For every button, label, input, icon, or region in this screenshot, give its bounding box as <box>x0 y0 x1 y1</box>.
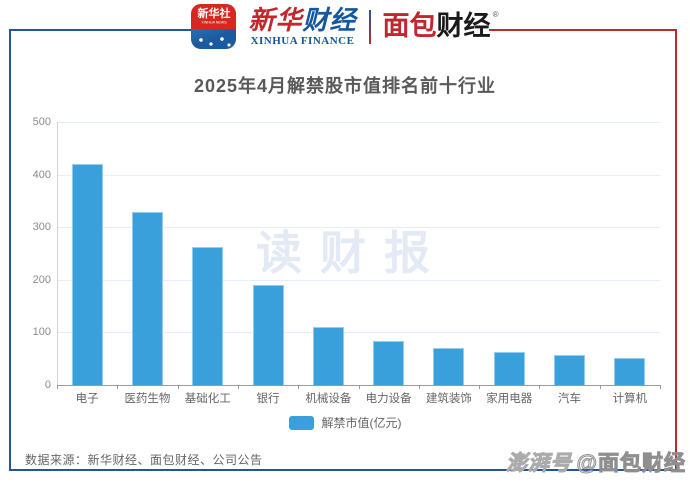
frame-border-top-left <box>9 29 214 31</box>
xinhua-news-app-icon: 新华社 XINHUA NEWS <box>191 4 237 49</box>
xinhua-news-app-band: 新华社 XINHUA NEWS <box>191 4 237 29</box>
bar-基础化工 <box>192 247 224 385</box>
xinhua-finance-logo-cn-red: 新华 <box>248 4 303 35</box>
x-axis-category-label: 计算机 <box>612 393 648 405</box>
x-axis-category-label: 汽车 <box>558 393 582 405</box>
x-axis-tick <box>539 385 541 389</box>
xinhua-news-app-cn-label: 新华社 <box>197 7 231 20</box>
x-axis-tick <box>358 385 360 389</box>
bar-汽车 <box>554 355 586 385</box>
x-axis-category-label: 电子 <box>75 393 99 405</box>
bar-家用电器 <box>493 352 525 385</box>
bread-finance-logo: 面包财经 ® <box>382 10 499 41</box>
bread-finance-logo-black: 财经 <box>436 11 491 41</box>
y-axis-tick-label: 500 <box>32 116 51 128</box>
y-axis-tick-label: 300 <box>32 221 51 234</box>
gridline <box>57 227 660 229</box>
gridline <box>57 174 660 176</box>
x-axis-tick <box>177 385 179 389</box>
bar-建筑装饰 <box>433 348 465 385</box>
pengpai-watermark-handle: @面包财经 <box>576 452 686 476</box>
bar-电子 <box>71 164 103 385</box>
gridline <box>57 332 660 334</box>
x-axis-tick <box>479 385 481 389</box>
x-axis-category-label: 银行 <box>256 393 280 405</box>
bar-银行 <box>252 285 284 385</box>
gridline <box>57 279 660 281</box>
bar-机械设备 <box>312 327 344 385</box>
x-axis-category-label: 建筑装饰 <box>425 393 472 405</box>
y-axis-tick-label: 400 <box>32 168 51 181</box>
x-axis-tick <box>57 385 58 389</box>
frame-border-bottom <box>9 469 677 471</box>
y-axis-tick-label: 0 <box>44 379 51 391</box>
frame-border-right <box>675 29 677 471</box>
legend-label: 解禁市值(亿元) <box>321 416 402 430</box>
x-axis-category-label: 基础化工 <box>184 393 231 405</box>
y-axis-tick-label: 200 <box>32 273 51 286</box>
x-axis-tick <box>599 385 601 389</box>
chart-legend: 解禁市值(亿元) <box>0 414 690 431</box>
y-axis-tick-label: 100 <box>32 326 51 339</box>
bar-医药生物 <box>131 212 163 385</box>
x-axis-category-label: 家用电器 <box>486 393 533 405</box>
registered-mark-icon: ® <box>492 10 499 19</box>
bread-finance-logo-red: 面包 <box>382 11 437 41</box>
frame-border-left <box>9 29 11 471</box>
bar-计算机 <box>614 358 646 385</box>
x-axis-tick <box>660 385 661 389</box>
x-axis-tick <box>117 385 119 389</box>
x-axis-tick <box>418 385 420 389</box>
y-axis-line <box>57 122 58 385</box>
bar-电力设备 <box>373 340 405 385</box>
xinhua-finance-logo-cn-blue: 财经 <box>302 4 357 35</box>
gridline <box>57 122 660 123</box>
x-axis-category-label: 医药生物 <box>124 393 171 405</box>
bottom-right-watermark: 澎湃号 @面包财经 <box>506 447 686 477</box>
pengpai-watermark-prefix: 澎湃号 <box>506 452 573 476</box>
legend-swatch <box>288 415 314 430</box>
logo-divider <box>368 9 371 44</box>
xinhua-finance-logo-en: XINHUA FINANCE <box>250 34 355 47</box>
x-axis-tick <box>237 385 239 389</box>
header-logos: 新华社 XINHUA NEWS 新华财经 XINHUA FINANCE 面包财经… <box>0 4 690 49</box>
xinhua-news-app-en-label: XINHUA NEWS <box>201 20 227 25</box>
data-source-note: 数据来源：新华财经、面包财经、公司公告 <box>25 453 263 467</box>
x-axis-category-label: 机械设备 <box>305 393 352 405</box>
xinhua-finance-logo: 新华财经 XINHUA FINANCE <box>248 7 356 47</box>
chart-title: 2025年4月解禁股市值排名前十行业 <box>193 76 497 96</box>
frame-border-top-right <box>489 29 677 31</box>
x-axis-tick <box>298 385 300 389</box>
xinhua-finance-logo-cn: 新华财经 <box>248 7 356 33</box>
x-axis-category-label: 电力设备 <box>365 393 412 405</box>
center-watermark: 读财报 <box>256 227 448 279</box>
